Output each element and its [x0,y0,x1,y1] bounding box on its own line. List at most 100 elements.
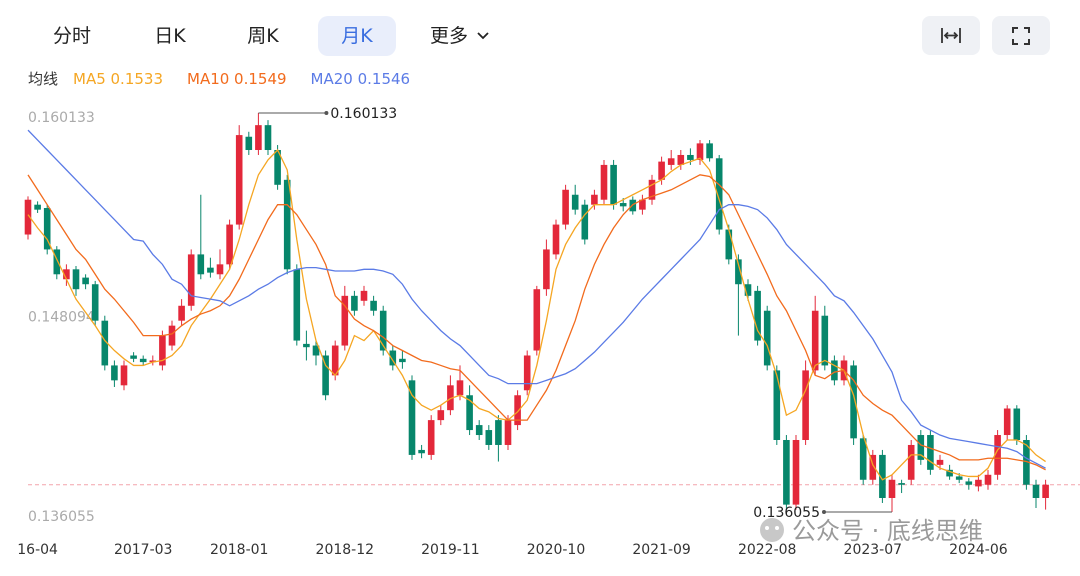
candle-body [437,410,445,421]
candle-body [466,395,473,431]
candle-body [591,194,598,205]
candle-body [149,360,157,363]
candle-body [802,370,809,440]
candle-body [475,425,483,436]
more-chevron[interactable] [476,29,490,43]
candle-body [504,420,512,445]
candle-body [994,435,1001,475]
candle-body [600,164,608,200]
candle-body [735,259,742,285]
y-tick-label: 0.148094 [28,310,95,326]
tab[interactable]: 更多 [429,25,468,47]
candle-body [485,430,493,445]
candle-body [687,154,694,160]
x-tick-label: 16-04 [17,542,58,558]
candle-body [408,380,416,455]
min-pointer-dot [822,510,826,514]
candle-body [696,143,704,160]
candle-body [850,365,857,439]
candle-body [274,150,281,185]
legend-entry: MA5 0.1533 [73,70,163,88]
candle-body [571,194,579,210]
watermark-icon-eye [775,526,779,530]
candle-body [63,269,70,280]
candle-body [139,358,147,363]
candle-body [495,420,502,445]
watermark-icon [760,518,784,542]
candle-body [831,360,838,381]
legend-entry: MA20 0.1546 [311,70,411,88]
candle-body [303,343,310,348]
candle-body [456,380,464,396]
candle-body [927,435,934,470]
watermark-icon-eye [765,526,769,530]
candle-body [1042,484,1049,498]
candle-body [53,249,61,275]
ma-line [27,174,1046,471]
candle-body [907,444,915,480]
candle-body [341,295,349,346]
candle-body [34,204,41,210]
fit-width-button[interactable] [922,16,980,55]
candle-body [792,439,800,505]
candle-body [725,229,733,260]
candle-body [370,300,377,311]
legend-entry: MA10 0.1549 [187,70,287,88]
fit-width-icon [941,28,961,43]
candle-body [706,143,713,159]
candle-body [783,439,790,505]
fullscreen-button[interactable] [992,16,1050,55]
candle-body [946,469,953,477]
candle-body [447,385,454,411]
candle-body [543,249,550,290]
tab[interactable]: 分时 [52,25,91,47]
candle-body [888,479,896,498]
candle-body [533,289,541,351]
candle-body [264,125,272,151]
candle-body [965,481,973,485]
legend-title: 均线 [28,70,58,88]
candle-body [72,269,80,290]
candle-body [111,365,118,381]
y-tick-label: 0.160133 [28,110,95,126]
candle-body [159,335,166,366]
tab[interactable]: 日K [154,25,186,47]
candle-body [821,315,829,366]
candle-body [43,208,51,250]
candle-body [562,189,569,225]
candle-body [898,483,905,485]
candle-body [399,358,406,363]
candle-body [639,199,646,210]
candle-body [283,179,291,270]
candle-body [811,310,819,371]
tab[interactable]: 周K [247,25,279,47]
candle-body [389,350,397,366]
candle-body [101,320,109,366]
candle-body [351,295,358,311]
x-tick-label: 2023-07 [844,542,903,558]
candle-body [120,365,128,386]
candle-body [754,290,761,341]
ma-line [27,148,1046,481]
x-tick-label: 2018-12 [316,542,375,558]
candle-body [552,224,560,255]
candle-body [207,267,214,273]
candle-body [984,474,992,485]
candle-body [216,264,224,275]
candle-body [773,370,781,440]
candle-body [24,199,32,235]
watermark-text: 公众号 · 底线思维 [792,517,983,545]
candle-body [197,254,205,275]
candle-body [245,136,253,151]
candle-body [360,290,368,301]
max-label: 0.160133 [330,106,397,122]
candle-body [1032,484,1040,498]
candle-body [667,158,675,165]
candle-body [255,125,262,151]
tab[interactable]: 月K [318,16,396,56]
x-tick-label: 2019-11 [421,542,480,558]
y-tick-label: 0.136055 [28,509,95,525]
candle-body [658,161,665,180]
